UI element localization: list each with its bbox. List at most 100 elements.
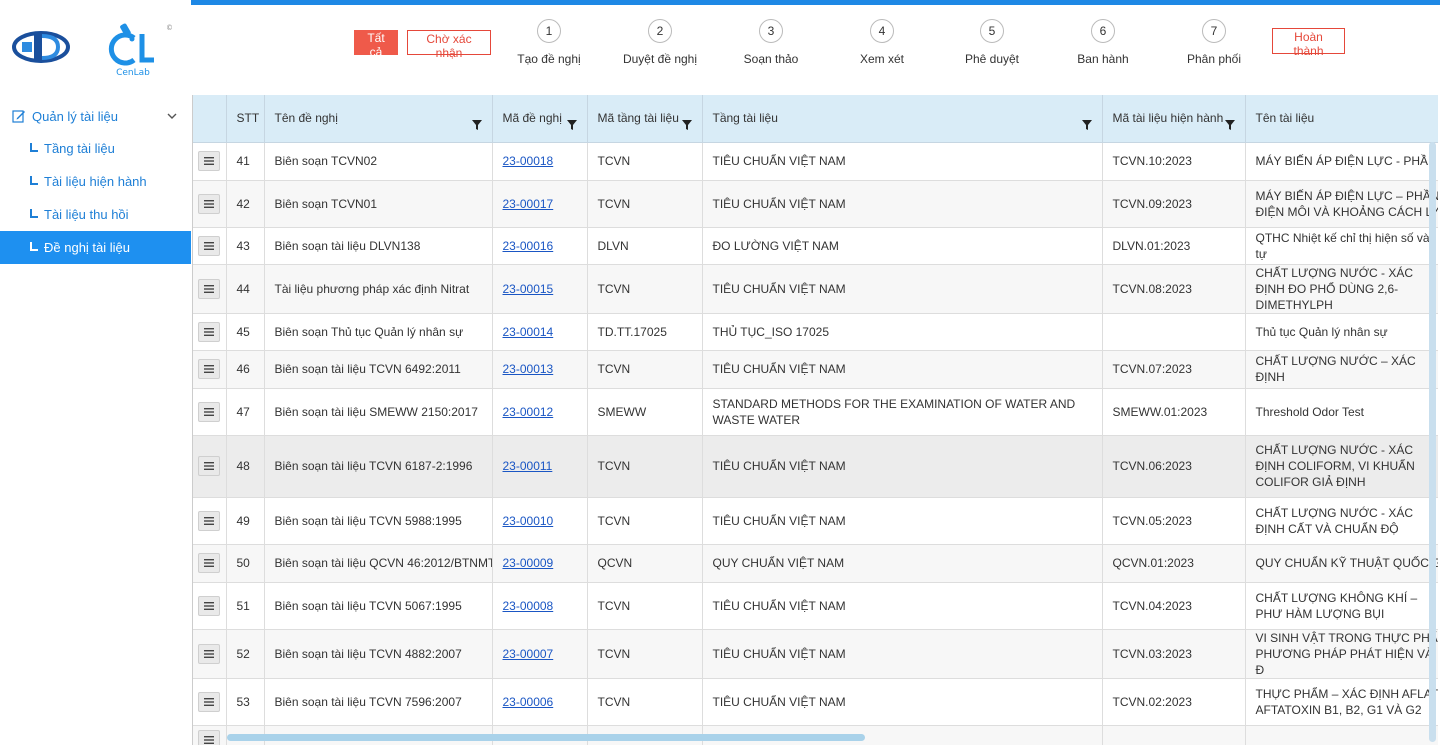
row-menu-button[interactable] [198, 510, 221, 531]
filter-icon[interactable] [681, 120, 692, 130]
cell-document-name [1245, 725, 1438, 745]
cell-tier: QUY CHUẨN VIỆT NAM [702, 544, 1103, 583]
cell-request-code: 23-00007 [492, 629, 588, 679]
workflow-steps: Tất cả Chờ xác nhận 1 Tạo đề nghị 2 Duyệ… [191, 5, 1440, 95]
sidebar-item-revoked-documents[interactable]: Tài liệu thu hồi [0, 198, 191, 231]
cell-tier-code: TCVN [587, 142, 703, 181]
table-row[interactable]: 47 Biên soạn tài liệu SMEWW 2150:2017 23-0… [193, 388, 1438, 436]
cell-tier-code: TD.TT.17025 [587, 313, 703, 351]
filter-waiting-button[interactable]: Chờ xác nhận [407, 30, 491, 60]
sidebar-item-document-tiers[interactable]: Tầng tài liệu [0, 132, 191, 165]
row-menu-button[interactable] [198, 553, 221, 573]
cell-request-code: 23-00012 [492, 388, 588, 436]
sidebar: © CenLab Quản lý tài liệu Tầng tài liệu … [0, 0, 191, 745]
table-row[interactable]: 51 Biên soạn tài liệu TCVN 5067:1995 23-00… [193, 582, 1438, 630]
menu-icon [204, 199, 215, 208]
menu-icon [204, 327, 215, 336]
cell-current-code: TCVN.06:2023 [1102, 435, 1246, 498]
request-code-link[interactable]: 23-00006 [502, 694, 554, 709]
cell-current-code: TCVN.03:2023 [1102, 629, 1246, 679]
cell-document-name: QUY CHUẨN KỸ THUẬT QUỐC G [1245, 544, 1438, 583]
cell-tier-code: TCVN [587, 582, 703, 630]
cell-current-code: TCVN.08:2023 [1102, 264, 1246, 314]
row-menu-button[interactable] [198, 235, 221, 256]
col-header-document-name[interactable]: Tên tài liệu [1245, 95, 1438, 143]
table-row[interactable]: 52 Biên soạn tài liệu TCVN 4882:2007 23-00… [193, 629, 1438, 679]
row-menu-button[interactable] [198, 193, 221, 214]
step-5[interactable]: 5 Phê duyệt [942, 19, 1042, 66]
cell-current-code [1102, 725, 1246, 745]
menu-icon [204, 407, 215, 416]
row-menu-button[interactable] [198, 691, 221, 712]
vertical-scrollbar[interactable] [1429, 142, 1436, 742]
request-code-link[interactable]: 23-00015 [502, 281, 554, 296]
row-menu-button[interactable] [198, 278, 221, 299]
request-code-link[interactable]: 23-00014 [502, 324, 554, 339]
col-header-stt[interactable]: STT [226, 95, 265, 143]
step-label: Ban hành [1077, 52, 1129, 66]
row-menu-button[interactable] [198, 643, 221, 664]
cell-tier-code: QCVN [587, 544, 703, 583]
filter-icon[interactable] [1081, 120, 1092, 130]
cell-tier: TIÊU CHUẨN VIỆT NAM [702, 582, 1103, 630]
request-code-link[interactable]: 23-00018 [502, 154, 554, 168]
step-6[interactable]: 6 Ban hành [1053, 19, 1153, 66]
step-2[interactable]: 2 Duyệt đề nghị [610, 19, 710, 66]
step-1[interactable]: 1 Tạo đề nghị [499, 19, 599, 66]
sidebar-nav: Quản lý tài liệu Tầng tài liệu Tài liệu … [0, 100, 191, 264]
cell-tier: THỦ TỤC_ISO 17025 [702, 313, 1103, 351]
filter-icon[interactable] [566, 120, 577, 130]
request-code-link[interactable]: 23-00007 [502, 646, 554, 661]
col-header-request-name[interactable]: Tên đề nghị [264, 95, 493, 143]
cell-current-code: TCVN.02:2023 [1102, 678, 1246, 726]
table-row[interactable]: 48 Biên soạn tài liệu TCVN 6187-2:1996 23-… [193, 435, 1438, 498]
sidebar-item-document-requests[interactable]: Đề nghị tài liệu [0, 231, 191, 264]
cell-tier-code: TCVN [587, 350, 703, 389]
sidebar-item-label: Đề nghị tài liệu [44, 240, 130, 255]
row-menu-button[interactable] [198, 456, 221, 476]
request-code-link[interactable]: 23-00013 [502, 362, 554, 376]
step-7[interactable]: 7 Phân phối [1164, 19, 1264, 66]
table-row[interactable]: 50 Biên soạn tài liệu QCVN 46:2012/BTNMT 2… [193, 544, 1438, 583]
filter-icon[interactable] [471, 120, 482, 130]
table-row[interactable]: 46 Biên soạn tài liệu TCVN 6492:2011 23-00… [193, 350, 1438, 389]
table-row[interactable]: 49 Biên soạn tài liệu TCVN 5988:1995 23-00… [193, 497, 1438, 545]
cell-request-name: Biên soạn TCVN01 [264, 180, 493, 228]
request-code-link[interactable]: 23-00010 [502, 513, 554, 528]
col-header-current-code[interactable]: Mã tài liệu hiện hành [1102, 95, 1246, 143]
filter-done-button[interactable]: Hoàn thành [1272, 28, 1345, 58]
table-row[interactable]: 53 Biên soạn tài liệu TCVN 7596:2007 23-00… [193, 678, 1438, 726]
row-menu-button[interactable] [198, 401, 221, 422]
table-row[interactable]: 43 Biên soạn tài liệu DLVN138 23-00016 DLVN… [193, 227, 1438, 265]
col-header-tier[interactable]: Tầng tài liệu [702, 95, 1103, 143]
request-code-link[interactable]: 23-00016 [502, 238, 554, 253]
row-menu-button[interactable] [198, 595, 221, 616]
col-header-actions [193, 95, 227, 143]
horizontal-scrollbar[interactable] [227, 734, 865, 741]
request-code-link[interactable]: 23-00009 [502, 556, 554, 570]
sidebar-group-document-management[interactable]: Quản lý tài liệu [0, 100, 191, 132]
table-row[interactable]: 45 Biên soạn Thủ tục Quản lý nhân sự 23-00… [193, 313, 1438, 351]
step-4[interactable]: 4 Xem xét [832, 19, 932, 66]
sidebar-item-current-documents[interactable]: Tài liệu hiện hành [0, 165, 191, 198]
request-code-link[interactable]: 23-00012 [502, 404, 554, 419]
step-label: Phân phối [1186, 52, 1242, 66]
step-3[interactable]: 3 Soạn thảo [721, 19, 821, 66]
col-header-tier-code[interactable]: Mã tầng tài liệu [587, 95, 703, 143]
row-menu-button[interactable] [198, 321, 221, 342]
table-row[interactable]: 41 Biên soạn TCVN02 23-00018 TCVN TIÊU CHUẨN… [193, 142, 1438, 181]
step-number: 6 [1091, 19, 1115, 43]
col-header-request-code[interactable]: Mã đề nghị [492, 95, 588, 143]
row-menu-button[interactable] [198, 730, 221, 745]
request-code-link[interactable]: 23-00008 [502, 598, 554, 613]
cell-stt: 52 [226, 629, 265, 679]
filter-icon[interactable] [1224, 120, 1235, 130]
request-code-link[interactable]: 23-00011 [502, 459, 553, 473]
table-row[interactable]: 42 Biên soạn TCVN01 23-00017 TCVN TIÊU CHUẨN… [193, 180, 1438, 228]
row-menu-button[interactable] [198, 151, 221, 171]
table-row[interactable]: 44 Tài liệu phương pháp xác định Nitrat 23… [193, 264, 1438, 314]
row-menu-button[interactable] [198, 359, 221, 379]
request-code-link[interactable]: 23-00017 [502, 196, 554, 211]
filter-all-button[interactable]: Tất cả [354, 30, 398, 59]
row-actions-cell [193, 544, 227, 583]
